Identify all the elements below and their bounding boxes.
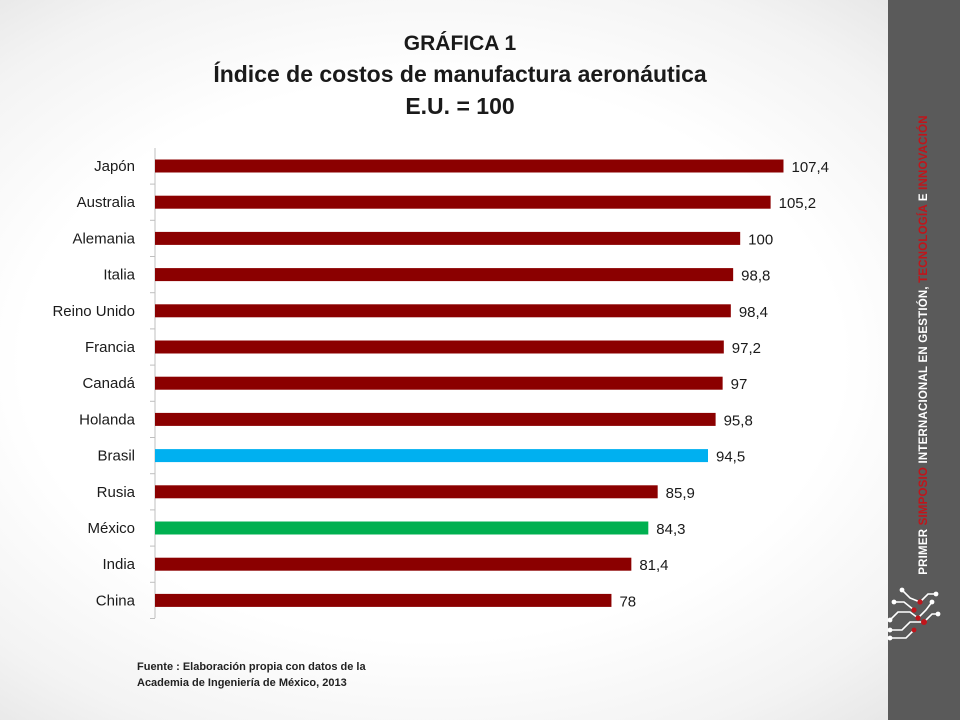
- data-label: 105,2: [779, 195, 817, 212]
- data-label: 81,4: [639, 557, 668, 574]
- bar: [155, 521, 649, 535]
- category-label: Japón: [94, 158, 135, 175]
- chart-title: Índice de costos de manufactura aeronáut…: [213, 61, 707, 87]
- bar-chart: Japón 107,4 Australia 105,2 Alemania 100 Itali…: [52, 148, 829, 619]
- bar: [155, 231, 741, 245]
- bar: [155, 159, 784, 173]
- bar: [155, 593, 612, 607]
- banner-word-simposio: SIMPOSIO: [918, 466, 930, 526]
- bar: [155, 485, 658, 499]
- source-line-1: Fuente : Elaboración propia con datos de…: [137, 661, 366, 673]
- bar: [155, 340, 724, 354]
- data-label: 98,4: [739, 304, 768, 321]
- bar: [155, 449, 708, 463]
- symposium-banner-text: PRIMER SIMPOSIO INTERNACIONAL EN GESTIÓN…: [918, 115, 930, 574]
- chart-title-block: GRÁFICA 1 Índice de costos de manufactur…: [130, 30, 790, 122]
- category-label: Italia: [103, 267, 135, 284]
- category-label: Holanda: [79, 411, 136, 428]
- bar: [155, 412, 716, 426]
- source-note: Fuente : Elaboración propia con datos de…: [137, 659, 457, 691]
- data-label: 95,8: [724, 412, 753, 429]
- category-label: India: [102, 556, 135, 573]
- bar: [155, 268, 734, 282]
- banner-word-innovacion: INNOVACIÓN: [918, 115, 930, 190]
- category-label: China: [96, 592, 136, 609]
- data-label: 100: [748, 231, 773, 248]
- bar: [155, 304, 731, 318]
- bar: [155, 195, 771, 209]
- circuit-tree-logo-icon: [887, 587, 941, 641]
- data-label: 97: [731, 376, 748, 393]
- banner-word-2: INTERNACIONAL EN GESTIÓN,: [918, 282, 930, 467]
- data-label: 98,8: [741, 268, 770, 285]
- chart-title-number: GRÁFICA 1: [403, 32, 517, 55]
- data-label: 97,2: [732, 340, 761, 357]
- category-label: Brasil: [97, 448, 135, 465]
- category-label: Australia: [77, 194, 136, 211]
- category-label: México: [87, 520, 135, 537]
- banner-word-tecnologia: TECNOLOGÍA: [918, 204, 930, 283]
- banner-word-1: PRIMER: [918, 525, 930, 575]
- data-label: 107,4: [791, 159, 829, 176]
- sidebar-panel: [888, 0, 960, 720]
- banner-word-3: E: [918, 189, 930, 205]
- bar: [155, 557, 632, 571]
- bar: [155, 376, 723, 390]
- category-label: Alemania: [72, 230, 135, 247]
- category-label: Reino Unido: [52, 303, 135, 320]
- data-label: 94,5: [716, 449, 745, 466]
- category-label: Rusia: [97, 484, 136, 501]
- category-label: Canadá: [82, 375, 135, 392]
- data-label: 78: [619, 593, 636, 610]
- data-label: 85,9: [666, 485, 695, 502]
- source-line-2: Academia de Ingeniería de México, 2013: [137, 677, 347, 689]
- category-label: Francia: [85, 339, 136, 356]
- chart-subtitle: E.U. = 100: [405, 93, 515, 119]
- data-label: 84,3: [656, 521, 685, 538]
